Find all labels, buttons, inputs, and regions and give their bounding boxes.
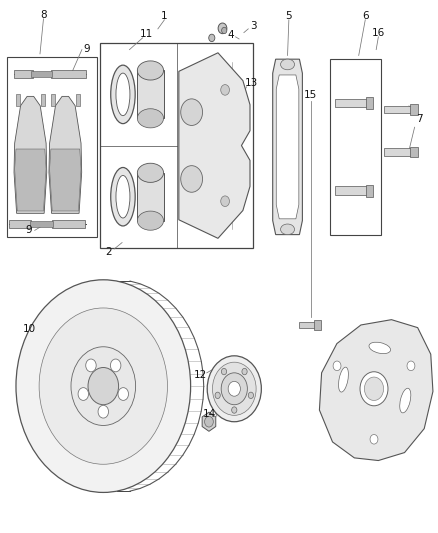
- Bar: [384, 149, 412, 156]
- Circle shape: [221, 373, 247, 405]
- Polygon shape: [202, 412, 216, 431]
- Circle shape: [364, 377, 384, 400]
- Polygon shape: [14, 96, 47, 213]
- Circle shape: [71, 347, 136, 425]
- Circle shape: [205, 416, 213, 427]
- Text: 13: 13: [245, 78, 258, 88]
- Circle shape: [86, 359, 96, 372]
- Bar: [100, 43, 253, 248]
- Circle shape: [207, 356, 261, 422]
- Ellipse shape: [111, 167, 135, 226]
- Text: 5: 5: [286, 11, 292, 21]
- Text: 16: 16: [372, 28, 385, 38]
- Circle shape: [248, 392, 254, 399]
- Text: 8: 8: [40, 10, 47, 20]
- Bar: [51, 70, 86, 78]
- Text: 4: 4: [228, 30, 234, 41]
- Text: 6: 6: [362, 11, 369, 21]
- Bar: [7, 56, 97, 237]
- Bar: [76, 94, 80, 106]
- Text: 12: 12: [194, 370, 207, 381]
- Text: 7: 7: [417, 114, 423, 124]
- Circle shape: [221, 85, 230, 95]
- Bar: [410, 147, 418, 157]
- Ellipse shape: [116, 73, 130, 116]
- Bar: [30, 221, 53, 227]
- Polygon shape: [319, 320, 433, 461]
- Circle shape: [110, 359, 121, 372]
- Bar: [51, 94, 55, 106]
- Ellipse shape: [138, 163, 163, 182]
- Circle shape: [407, 361, 415, 370]
- Bar: [384, 106, 412, 114]
- Circle shape: [181, 166, 202, 192]
- Bar: [31, 71, 52, 77]
- Circle shape: [333, 361, 341, 370]
- Circle shape: [78, 387, 88, 400]
- Bar: [335, 187, 368, 195]
- Ellipse shape: [369, 342, 391, 353]
- Circle shape: [212, 362, 256, 415]
- Bar: [10, 220, 31, 228]
- Bar: [138, 70, 163, 118]
- Ellipse shape: [138, 211, 163, 230]
- Polygon shape: [179, 53, 250, 238]
- Bar: [52, 220, 85, 228]
- Circle shape: [118, 387, 128, 400]
- Polygon shape: [49, 96, 81, 213]
- Circle shape: [242, 368, 247, 375]
- Ellipse shape: [116, 175, 130, 218]
- Text: 14: 14: [203, 409, 216, 419]
- Circle shape: [209, 34, 215, 42]
- Circle shape: [98, 405, 109, 418]
- Polygon shape: [273, 59, 302, 235]
- Circle shape: [215, 392, 220, 399]
- Circle shape: [360, 372, 388, 406]
- Bar: [16, 94, 20, 106]
- Bar: [366, 185, 374, 197]
- Text: 1: 1: [161, 11, 168, 21]
- Circle shape: [370, 434, 378, 444]
- Bar: [14, 70, 33, 78]
- Circle shape: [228, 381, 240, 396]
- Circle shape: [222, 27, 227, 34]
- Bar: [41, 94, 45, 106]
- Text: 15: 15: [304, 90, 317, 100]
- Bar: [410, 104, 418, 115]
- Text: 10: 10: [22, 324, 35, 334]
- Bar: [299, 321, 316, 328]
- Polygon shape: [14, 149, 46, 211]
- Text: 11: 11: [139, 29, 153, 39]
- Text: 3: 3: [250, 21, 256, 31]
- Circle shape: [88, 368, 119, 405]
- Text: 2: 2: [106, 247, 112, 257]
- Ellipse shape: [281, 59, 294, 70]
- Ellipse shape: [138, 109, 163, 128]
- Text: 9: 9: [84, 44, 91, 53]
- Polygon shape: [276, 75, 299, 219]
- Ellipse shape: [339, 367, 348, 392]
- Circle shape: [181, 99, 202, 125]
- Ellipse shape: [138, 61, 163, 80]
- Bar: [330, 59, 381, 235]
- Circle shape: [221, 196, 230, 206]
- Circle shape: [39, 308, 167, 464]
- Bar: [314, 320, 321, 330]
- Ellipse shape: [400, 388, 411, 413]
- Bar: [366, 97, 374, 109]
- Bar: [138, 173, 163, 221]
- Circle shape: [16, 280, 191, 492]
- Circle shape: [232, 407, 237, 413]
- Ellipse shape: [281, 224, 294, 235]
- Polygon shape: [49, 149, 81, 211]
- Circle shape: [218, 23, 227, 34]
- Bar: [335, 99, 368, 107]
- Text: 9: 9: [25, 225, 32, 236]
- Ellipse shape: [111, 65, 135, 124]
- Circle shape: [221, 368, 226, 375]
